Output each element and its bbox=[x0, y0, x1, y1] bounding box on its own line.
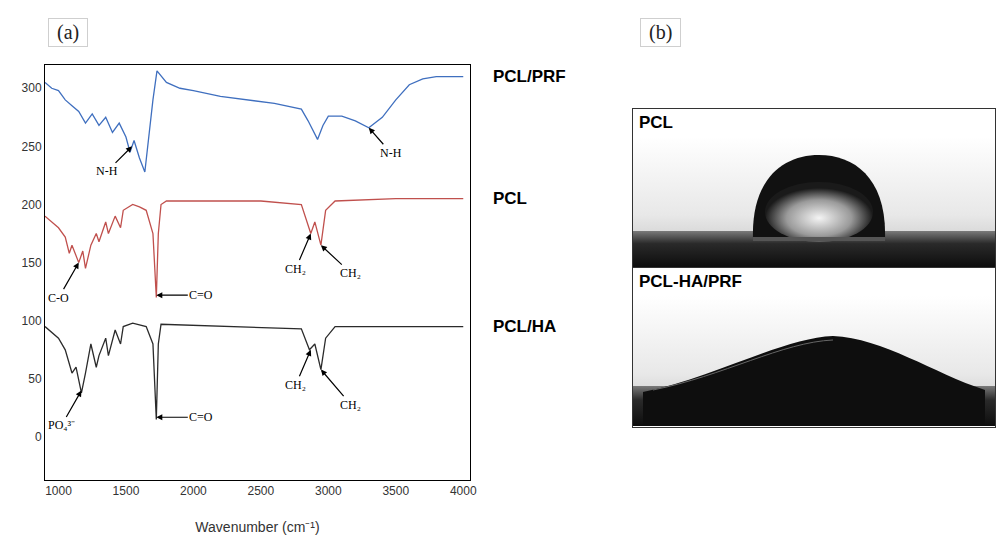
svg-text:3500: 3500 bbox=[382, 484, 409, 498]
svg-text:0: 0 bbox=[35, 430, 42, 444]
svg-text:300: 300 bbox=[22, 81, 42, 95]
html-text:(a): (a) bbox=[57, 21, 80, 43]
svg-text:250: 250 bbox=[22, 140, 42, 154]
svg-text:C=O: C=O bbox=[189, 410, 213, 424]
svg-text:CH₂: CH₂ bbox=[340, 398, 361, 412]
svg-text:150: 150 bbox=[22, 256, 42, 270]
svg-text:PCL: PCL bbox=[493, 189, 527, 208]
html-text:PCL-HA/PRF: PCL-HA/PRF bbox=[639, 272, 742, 291]
svg-text:CH₂: CH₂ bbox=[285, 262, 306, 276]
html-text:PCL: PCL bbox=[639, 113, 673, 132]
svg-text:PCL/PRF: PCL/PRF bbox=[493, 67, 566, 86]
svg-text:C=O: C=O bbox=[189, 288, 213, 302]
svg-text:200: 200 bbox=[22, 198, 42, 212]
svg-text:1500: 1500 bbox=[113, 484, 140, 498]
svg-text:N-H: N-H bbox=[96, 164, 118, 178]
svg-text:C-O: C-O bbox=[48, 291, 69, 305]
svg-text:100: 100 bbox=[22, 314, 42, 328]
svg-text:PCL/HA: PCL/HA bbox=[493, 317, 556, 336]
html-text:(b): (b) bbox=[649, 21, 673, 43]
svg-text:4000: 4000 bbox=[450, 484, 477, 498]
svg-text:2000: 2000 bbox=[180, 484, 207, 498]
svg-text:Wavenumber (cm⁻¹): Wavenumber (cm⁻¹) bbox=[195, 519, 319, 535]
svg-text:1000: 1000 bbox=[45, 484, 72, 498]
svg-text:CH₂: CH₂ bbox=[340, 266, 361, 280]
svg-text:2500: 2500 bbox=[248, 484, 275, 498]
svg-text:PO₄³⁻: PO₄³⁻ bbox=[48, 418, 75, 432]
svg-text:CH₂: CH₂ bbox=[285, 378, 306, 392]
svg-text:3000: 3000 bbox=[315, 484, 342, 498]
svg-text:N-H: N-H bbox=[380, 146, 402, 160]
svg-text:50: 50 bbox=[28, 372, 42, 386]
